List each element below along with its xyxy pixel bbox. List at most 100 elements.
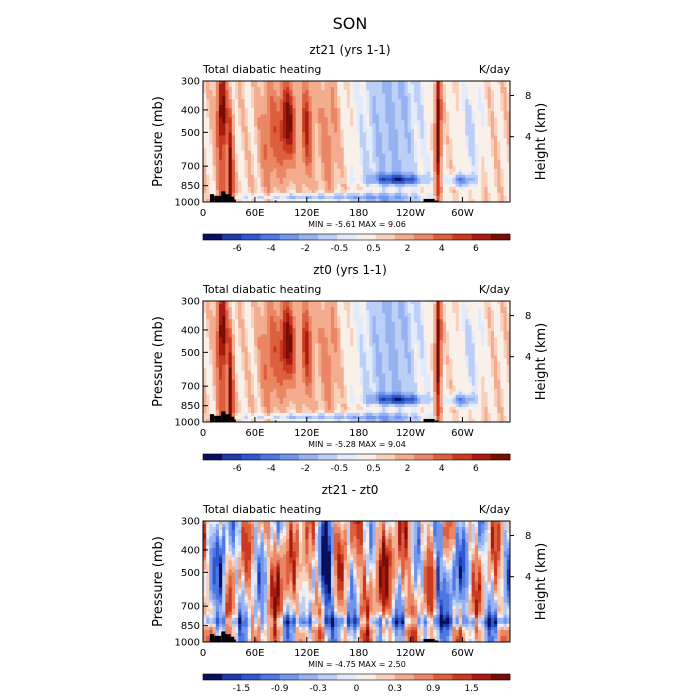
heatmap-cell: [215, 379, 220, 384]
heatmap-cell: [218, 111, 223, 115]
heatmap-cell: [270, 108, 274, 112]
heatmap-cell: [362, 192, 367, 197]
heatmap-cell: [228, 337, 233, 341]
heatmap-cell: [343, 96, 348, 100]
heatmap-cell: [295, 186, 300, 191]
heatmap-cell: [353, 108, 357, 112]
heatmap-cell: [228, 102, 233, 106]
heatmap-cell: [471, 186, 476, 191]
heatmap-cell: [302, 195, 306, 200]
heatmap-cell: [500, 117, 505, 121]
heatmap-cell: [404, 135, 409, 139]
heatmap-cell: [439, 198, 444, 203]
heatmap-cell: [446, 153, 450, 158]
heatmap-cell: [254, 301, 258, 305]
heatmap-cell: [238, 99, 242, 103]
heatmap-cell: [260, 367, 265, 371]
heatmap-cell: [254, 313, 258, 317]
heatmap-cell: [298, 99, 303, 103]
heatmap-cell: [474, 111, 479, 115]
heatmap-cell: [273, 394, 277, 399]
heatmap-cell: [292, 111, 297, 115]
heatmap-cell: [225, 183, 229, 188]
heatmap-cell: [203, 358, 207, 362]
heatmap-cell: [254, 81, 258, 85]
heatmap-cell: [234, 379, 239, 384]
heatmap-cell: [295, 129, 300, 133]
heatmap-cell: [394, 126, 399, 130]
heatmap-cell: [247, 319, 252, 323]
heatmap-cell: [366, 159, 370, 164]
heatmap-cell: [462, 84, 466, 88]
heatmap-cell: [273, 108, 277, 112]
heatmap-cell: [282, 349, 287, 353]
heatmap-cell: [378, 189, 383, 194]
heatmap-cell: [203, 373, 207, 378]
heatmap-cell: [468, 165, 473, 170]
heatmap-cell: [420, 87, 425, 91]
heatmap-cell: [254, 394, 258, 399]
heatmap-cell: [254, 93, 258, 97]
heatmap-cell: [391, 99, 396, 103]
heatmap-cell: [228, 382, 233, 387]
heatmap-cell: [292, 165, 297, 170]
heatmap-cell: [442, 99, 447, 103]
heatmap-cell: [455, 126, 460, 130]
heatmap-cell: [343, 186, 348, 191]
heatmap-cell: [302, 165, 306, 170]
heatmap-cell: [484, 162, 489, 167]
heatmap-cell: [254, 409, 258, 414]
heatmap-cell: [215, 165, 220, 170]
heatmap-cell: [238, 409, 242, 414]
heatmap-cell: [340, 150, 345, 154]
heatmap-cell: [490, 102, 495, 106]
heatmap-cell: [378, 102, 383, 106]
heatmap-cell: [308, 105, 313, 109]
heatmap-cell: [241, 415, 245, 420]
heatmap-cell: [398, 129, 402, 133]
heatmap-cell: [324, 87, 329, 91]
heatmap-cell: [308, 126, 313, 130]
heatmap-cell: [279, 171, 284, 176]
heatmap-cell: [324, 177, 329, 182]
heatmap-cell: [327, 138, 332, 142]
heatmap-cell: [298, 144, 303, 148]
heatmap-cell: [234, 141, 239, 145]
heatmap-cell: [439, 108, 444, 112]
heatmap-cell: [260, 129, 265, 133]
heatmap-cell: [487, 177, 492, 182]
heatmap-cell: [398, 192, 402, 197]
heatmap-cell: [327, 162, 332, 167]
heatmap-cell: [391, 150, 396, 154]
heatmap-cell: [343, 195, 348, 200]
heatmap-cell: [321, 144, 325, 148]
heatmap-cell: [366, 168, 370, 173]
heatmap-cell: [222, 183, 226, 188]
heatmap-cell: [385, 111, 389, 115]
heatmap-cell: [394, 111, 399, 115]
heatmap-cell: [212, 403, 217, 408]
heatmap-cell: [209, 313, 213, 317]
heatmap-cell: [484, 168, 489, 173]
heatmap-cell: [212, 400, 217, 405]
heatmap-cell: [212, 105, 217, 109]
heatmap-cell: [228, 310, 233, 314]
heatmap-cell: [273, 111, 277, 115]
heatmap-cell: [282, 117, 287, 121]
heatmap-cell: [266, 385, 271, 390]
heatmap-cell: [254, 388, 258, 393]
heatmap-cell: [340, 96, 345, 100]
heatmap-cell: [430, 114, 434, 118]
heatmap-cell: [203, 364, 207, 368]
heatmap-cell: [254, 102, 258, 106]
heatmap-cell: [462, 159, 466, 164]
heatmap-cell: [436, 87, 441, 91]
heatmap-cell: [228, 316, 233, 320]
heatmap-cell: [222, 385, 226, 390]
heatmap-cell: [241, 397, 245, 402]
heatmap-cell: [330, 138, 335, 142]
heatmap-cell: [266, 343, 271, 347]
heatmap-cell: [471, 102, 476, 106]
heatmap-cell: [481, 150, 485, 154]
heatmap-cell: [263, 391, 268, 396]
